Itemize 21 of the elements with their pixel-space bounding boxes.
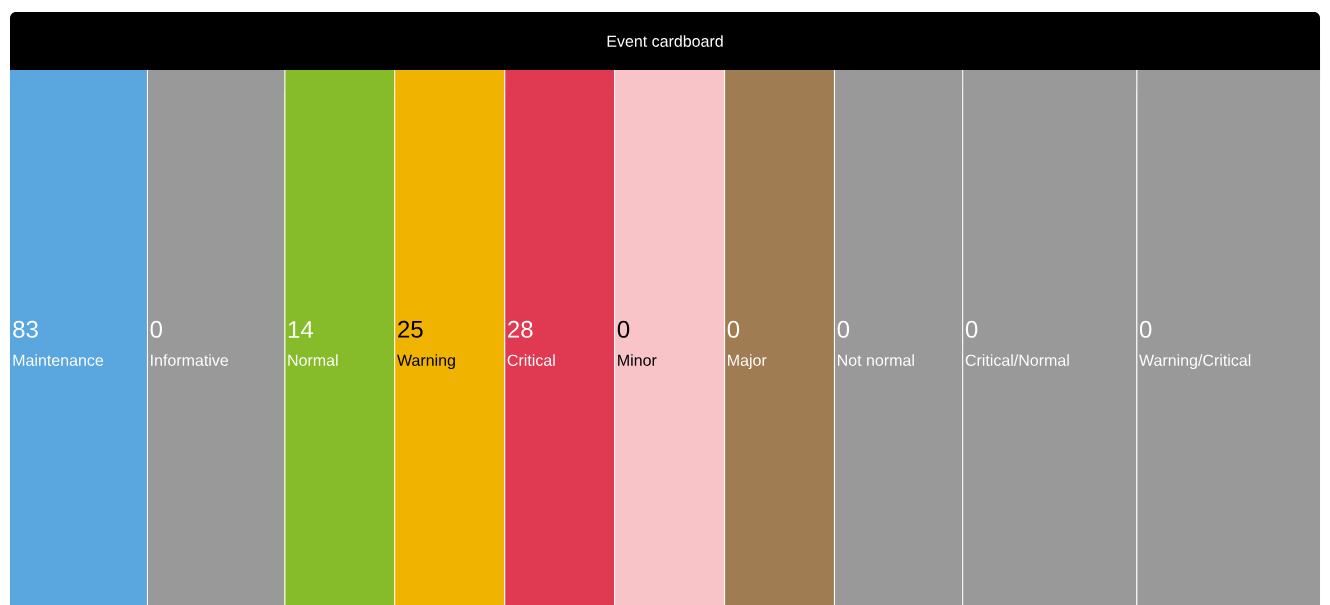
text: Event cardboard [607, 35, 723, 47]
category-label: Critical/Normal [965, 354, 1069, 366]
data-label: 0 [837, 320, 850, 338]
data-label: 28 [508, 320, 533, 338]
category-label: Normal [288, 354, 338, 366]
category-label: Maintenance [13, 354, 104, 366]
category-label: Not normal [838, 354, 914, 366]
data-label: 0 [1139, 320, 1152, 338]
category-label: Warning/Critical [1139, 354, 1251, 370]
data-label: 0 [150, 320, 163, 338]
category-label: Minor [618, 354, 657, 366]
data-label: 83 [13, 320, 38, 338]
data-label: 0 [617, 320, 630, 338]
category-label: Informative [151, 354, 229, 366]
data-label: 25 [398, 320, 423, 338]
data-label: 0 [965, 320, 978, 338]
category-label: Major [728, 354, 767, 370]
category-label: Critical [507, 354, 555, 366]
data-label: 14 [288, 321, 314, 338]
data-label: 0 [727, 320, 740, 338]
category-label: Warning [397, 354, 455, 370]
